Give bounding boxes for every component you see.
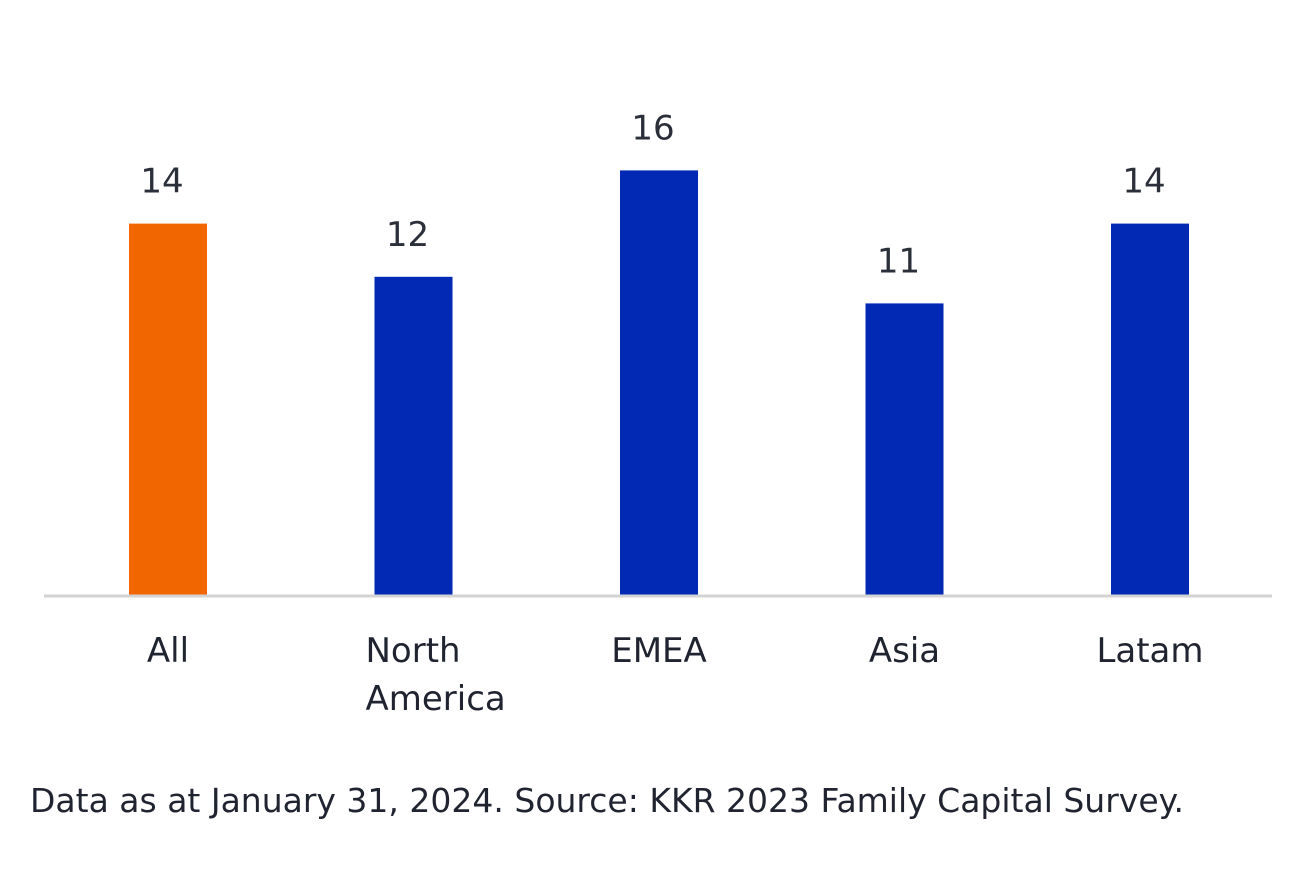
category-labels-group: All North America EMEA Asia Latam	[147, 631, 1204, 719]
value-label: 16	[631, 108, 674, 148]
value-label: 12	[386, 215, 429, 255]
value-label: 11	[877, 241, 920, 281]
value-labels-group: 14 12 16 11 14	[140, 108, 1165, 281]
category-label: Latam	[1096, 631, 1203, 671]
bar-asia	[865, 303, 944, 596]
bar-all	[129, 223, 207, 596]
value-label: 14	[1122, 162, 1165, 202]
category-label: EMEA	[611, 631, 707, 671]
value-label: 14	[140, 162, 183, 202]
category-label: North America	[366, 631, 506, 719]
bar-latam	[1111, 223, 1189, 596]
category-label: Asia	[869, 631, 940, 671]
source-note: Data as at January 31, 2024. Source: KKR…	[30, 781, 1184, 820]
bar-north-america	[374, 276, 453, 596]
bars-group	[129, 170, 1189, 596]
category-label: All	[147, 631, 189, 671]
bar-emea	[620, 170, 698, 596]
bar-chart: 14 12 16 11 14 All North America EMEA Asia Latam	[44, 108, 1272, 719]
